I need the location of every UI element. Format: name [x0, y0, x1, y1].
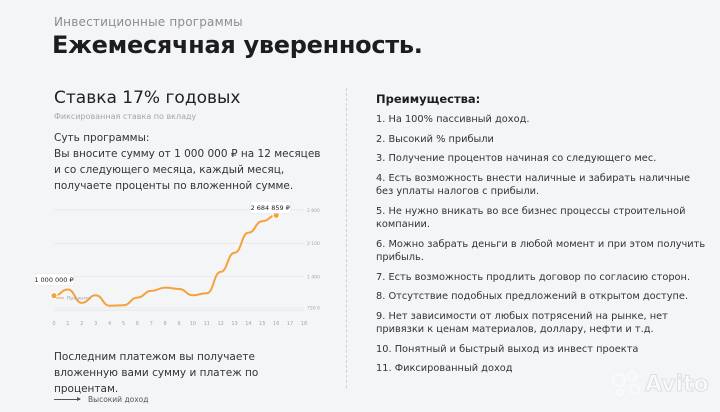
advantages-list: 1. На 100% пассивный доход. 2. Высокий % …	[376, 113, 706, 382]
column-divider	[346, 88, 347, 388]
legend-label: Проценты	[67, 296, 91, 302]
x-tick-label: 3	[94, 321, 97, 327]
avito-watermark: Avito	[612, 371, 709, 397]
high-income-label: Высокий доход	[88, 395, 149, 404]
essence-label: Суть программы:	[54, 132, 150, 144]
advantage-item: 3. Получение процентов начиная со следую…	[376, 153, 657, 164]
advantage-item: 7. Есть возможность продлить договор по …	[376, 271, 691, 283]
advantage-item: 11. Фиксированный доход	[376, 363, 513, 374]
advantage-item: 1. На 100% пассивный доход.	[376, 114, 530, 125]
x-tick-label: 17	[287, 321, 293, 327]
x-tick-label: 0	[52, 321, 55, 327]
advantages-title: Преимущества:	[376, 92, 481, 106]
end-callout: 2 684 859 ₽	[251, 204, 290, 212]
avito-logo-icon	[612, 371, 640, 397]
x-tick-label: 18	[301, 321, 307, 327]
advantage-item: 8. Отсутствие подобных предложений в отк…	[376, 291, 689, 302]
avito-wordmark: Avito	[645, 371, 710, 397]
high-income-legend: Высокий доход	[54, 395, 148, 404]
essence-text: Вы вносите сумму от 1 000 000 ₽ на 12 ме…	[54, 148, 321, 192]
x-tick-label: 11	[204, 321, 210, 327]
x-tick-label: 10	[190, 321, 196, 327]
x-tick-label: 9	[177, 321, 180, 327]
y-tick-label: 2 100 000	[307, 241, 320, 247]
x-tick-label: 6	[136, 321, 139, 327]
x-tick-label: 12	[217, 321, 223, 327]
x-tick-label: 2	[80, 321, 83, 327]
start-callout: 1 000 000 ₽	[34, 276, 73, 284]
advantage-item: 9. Нет зависимости от любых потрясений н…	[376, 310, 668, 336]
advantage-item: 10. Понятный и быстрый выход из инвест п…	[376, 343, 639, 355]
y-tick-label: 1 400 000	[307, 275, 320, 281]
page-eyebrow: Инвестиционные программы	[54, 15, 243, 29]
page-title: Ежемесячная уверенность.	[52, 31, 423, 59]
x-tick-label: 5	[122, 321, 125, 327]
x-tick-label: 16	[273, 321, 279, 327]
advantage-item: 2. Высокий % прибыли	[376, 133, 494, 145]
y-tick-label: 750 000	[307, 306, 320, 312]
x-tick-label: 7	[150, 321, 153, 327]
x-tick-label: 4	[108, 321, 111, 327]
program-essence: Суть программы: Вы вносите сумму от 1 00…	[54, 130, 324, 194]
x-tick-label: 8	[164, 321, 167, 327]
start-point	[50, 291, 58, 300]
advantage-item: 4. Есть возможность внести наличные и за…	[376, 172, 691, 198]
end-callout-box	[249, 201, 291, 214]
rate-subtitle: Фиксированная ставка по вкладу	[54, 112, 197, 121]
bottom-text: Последним платежом вы получаете вложенну…	[54, 351, 259, 395]
rate-title: Ставка 17% годовых	[54, 88, 241, 108]
y-tick-label: 2 800 000	[307, 208, 320, 214]
x-tick-label: 13	[231, 321, 237, 327]
x-tick-label: 14	[245, 321, 251, 327]
start-callout-box	[33, 273, 75, 286]
arrow-right-icon	[54, 397, 81, 401]
x-tick-label: 15	[259, 321, 265, 327]
series-line	[53, 214, 278, 307]
advantage-item: 6. Можно забрать деньги в любой момент и…	[376, 238, 706, 264]
advantage-item: 5. Не нужно вникать во все бизнес процес…	[376, 205, 686, 231]
x-tick-label: 1	[66, 321, 69, 327]
